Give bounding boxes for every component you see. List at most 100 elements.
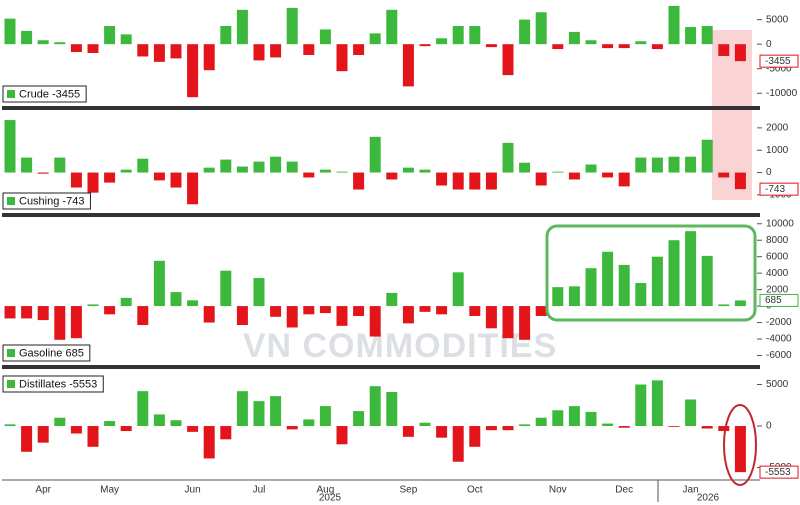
bar xyxy=(618,44,630,49)
bar xyxy=(87,304,99,307)
bar xyxy=(502,142,514,173)
y-tick-label: -10000 xyxy=(766,88,798,99)
x-tick-label: Aug xyxy=(317,485,335,496)
bar xyxy=(286,426,298,430)
bar xyxy=(552,44,564,50)
bar xyxy=(104,306,116,315)
bar xyxy=(386,172,398,180)
bar xyxy=(469,306,481,316)
bar xyxy=(70,172,82,188)
legend-swatch xyxy=(7,90,15,98)
bar xyxy=(585,164,597,173)
bar xyxy=(37,426,49,443)
bar xyxy=(535,306,547,316)
bar xyxy=(568,31,580,45)
bar xyxy=(170,172,182,188)
bar xyxy=(734,172,746,190)
bar xyxy=(303,419,315,427)
end-label-box xyxy=(759,465,799,479)
bar xyxy=(701,139,713,173)
bar xyxy=(153,260,165,307)
y-tick-label: 0 xyxy=(766,167,772,178)
end-label: -3455 xyxy=(759,54,799,68)
separator xyxy=(2,213,760,217)
bar xyxy=(319,169,331,173)
bar xyxy=(651,157,663,173)
bar xyxy=(70,44,82,53)
bar xyxy=(668,240,680,307)
bar xyxy=(203,306,215,323)
year-label: 2026 xyxy=(697,493,720,504)
x-tick-label: Dec xyxy=(615,485,633,496)
bar xyxy=(353,306,365,316)
bar xyxy=(651,256,663,307)
bar xyxy=(336,171,348,173)
bar xyxy=(618,264,630,307)
bar xyxy=(585,40,597,45)
bar xyxy=(369,386,381,427)
bar xyxy=(552,410,564,427)
bar xyxy=(120,426,132,432)
bar xyxy=(21,426,33,452)
bar xyxy=(718,44,730,56)
end-label-text: -5553 xyxy=(765,467,791,478)
bar xyxy=(187,300,199,307)
bar xyxy=(668,5,680,45)
bar xyxy=(469,26,481,45)
bar xyxy=(502,44,514,76)
bar xyxy=(70,306,82,339)
bar xyxy=(519,162,531,173)
bar xyxy=(203,426,215,459)
bar xyxy=(319,406,331,427)
bar xyxy=(270,156,282,173)
end-label-box xyxy=(759,293,799,307)
year-label: 2025 xyxy=(319,493,342,504)
y-tick-label: -2000 xyxy=(766,317,792,328)
bar xyxy=(54,157,66,173)
bar xyxy=(502,306,514,339)
bar xyxy=(452,272,464,307)
bar xyxy=(120,169,132,173)
bar xyxy=(319,29,331,45)
y-tick-label: 6000 xyxy=(766,251,789,262)
bar xyxy=(668,426,680,427)
bar xyxy=(120,297,132,307)
bar xyxy=(552,171,564,173)
bar xyxy=(353,172,365,190)
bar xyxy=(286,7,298,45)
bar xyxy=(236,306,248,326)
end-label-text: -3455 xyxy=(765,56,791,67)
bar xyxy=(519,424,531,427)
bar xyxy=(651,44,663,50)
bar xyxy=(4,424,16,427)
bar xyxy=(685,27,697,45)
x-tick-label: Nov xyxy=(549,485,567,496)
bar xyxy=(402,44,414,87)
bar xyxy=(618,426,630,428)
legend-box xyxy=(2,85,87,103)
legend-box xyxy=(2,192,91,210)
bar xyxy=(270,396,282,427)
highlight-ellipse xyxy=(723,404,757,486)
bar xyxy=(502,426,514,431)
bar xyxy=(452,172,464,190)
bar xyxy=(436,172,448,186)
legend: Gasoline 685 xyxy=(2,344,91,362)
bar xyxy=(137,44,149,57)
bar xyxy=(469,172,481,190)
bar xyxy=(104,172,116,183)
bar xyxy=(734,44,746,62)
bar xyxy=(104,421,116,427)
bar xyxy=(402,306,414,324)
bar xyxy=(519,19,531,45)
bar xyxy=(220,159,232,173)
bar xyxy=(436,306,448,315)
x-tick-label: Jul xyxy=(253,485,266,496)
legend-swatch xyxy=(7,380,15,388)
bar xyxy=(54,306,66,340)
bar xyxy=(303,306,315,315)
bar xyxy=(336,306,348,326)
x-tick-label: May xyxy=(100,485,119,496)
bar xyxy=(585,268,597,307)
y-tick-label: 0 xyxy=(766,39,772,50)
